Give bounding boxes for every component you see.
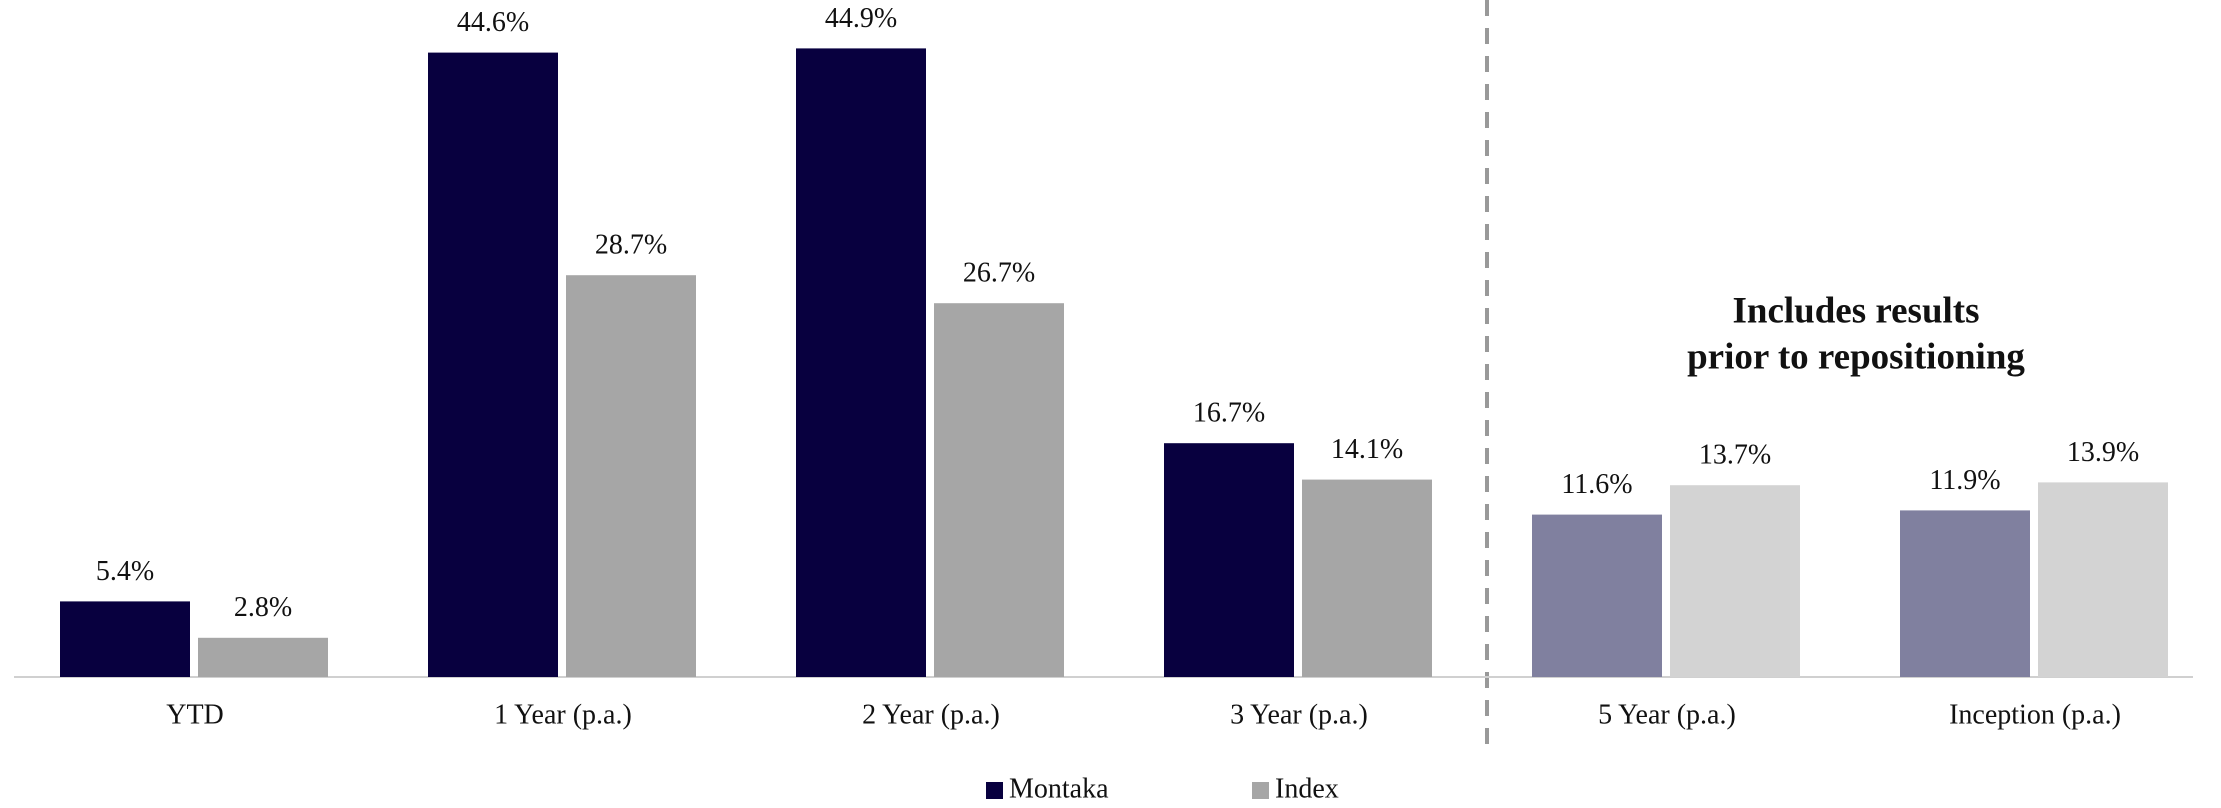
annotation: Includes results [1732,290,1979,331]
bar [2038,482,2168,677]
x-tick-label: Inception (p.a.) [1949,699,2121,730]
legend-label: Montaka [1009,773,1109,804]
bar [566,275,696,677]
value-label: 14.1% [1331,434,1403,465]
x-tick-label: 2 Year (p.a.) [862,699,1000,730]
value-label: 13.7% [1699,440,1771,471]
x-tick-label: 1 Year (p.a.) [494,699,632,730]
bar [1900,510,2030,677]
x-tick-label: YTD [166,699,224,730]
legend-swatch [1252,782,1269,799]
x-tick-label: 3 Year (p.a.) [1230,699,1368,730]
value-label: 2.8% [234,592,292,623]
bar [1670,485,1800,677]
bar [934,303,1064,677]
value-label: 44.6% [457,7,529,38]
value-label: 5.4% [96,556,154,587]
legend-swatch [986,782,1003,799]
legend-label: Index [1275,773,1339,804]
x-tick-label: 5 Year (p.a.) [1598,699,1736,730]
value-label: 26.7% [963,258,1035,289]
bar [60,601,190,677]
value-label: 28.7% [595,230,667,261]
value-label: 13.9% [2067,437,2139,468]
bar [1532,514,1662,677]
value-label: 11.6% [1561,469,1632,500]
bar [796,48,926,677]
value-label: 44.9% [825,3,897,34]
value-label: 11.9% [1929,465,2000,496]
annotation: prior to repositioning [1687,336,2025,377]
value-label: 16.7% [1193,398,1265,429]
bar [428,52,558,678]
bar [198,637,328,677]
bar [1302,479,1432,677]
bar [1164,443,1294,677]
